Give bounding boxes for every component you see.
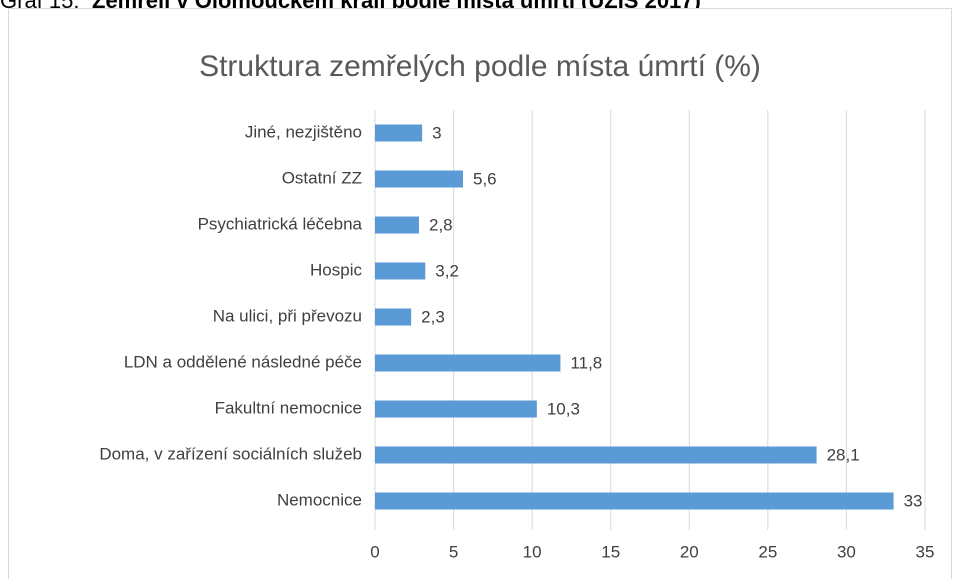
data-label: 3 bbox=[432, 123, 441, 142]
data-label: 11,8 bbox=[570, 353, 602, 372]
bar bbox=[375, 262, 426, 280]
bar bbox=[375, 170, 463, 188]
x-tick-label: 25 bbox=[758, 542, 777, 561]
bar bbox=[375, 124, 423, 142]
bar bbox=[375, 216, 419, 234]
x-tick-label: 30 bbox=[837, 542, 856, 561]
x-tick-label: 5 bbox=[449, 542, 458, 561]
bar bbox=[375, 492, 894, 510]
chart-title: Struktura zemřelých podle místa úmrtí (%… bbox=[199, 50, 761, 83]
bar bbox=[375, 354, 561, 372]
y-tick-label: Nemocnice bbox=[277, 490, 362, 509]
x-tick-label: 0 bbox=[370, 542, 379, 561]
y-tick-label: Na ulici, při převozu bbox=[213, 306, 362, 325]
data-label: 10,3 bbox=[547, 399, 580, 418]
data-label: 2,3 bbox=[421, 307, 445, 326]
bar bbox=[375, 400, 537, 418]
y-tick-label: Hospic bbox=[310, 260, 362, 279]
data-label: 28,1 bbox=[827, 445, 860, 464]
data-label: 5,6 bbox=[473, 169, 497, 188]
x-tick-label: 35 bbox=[916, 542, 935, 561]
x-tick-label: 20 bbox=[680, 542, 699, 561]
data-label: 33 bbox=[904, 491, 923, 510]
y-tick-label: Psychiatrická léčebna bbox=[198, 214, 363, 233]
y-tick-label: Jiné, nezjištěno bbox=[245, 122, 362, 141]
data-label: 2,8 bbox=[429, 215, 453, 234]
y-tick-label: LDN a oddělené následné péče bbox=[124, 352, 362, 371]
chart-frame bbox=[8, 8, 952, 579]
bar bbox=[375, 308, 412, 326]
y-tick-label: Doma, v zařízení sociálních služeb bbox=[99, 444, 362, 463]
y-tick-label: Fakultní nemocnice bbox=[215, 398, 362, 417]
bar bbox=[375, 446, 817, 464]
data-label: 3,2 bbox=[435, 261, 459, 280]
y-tick-label: Ostatní ZZ bbox=[282, 168, 362, 187]
x-tick-label: 10 bbox=[523, 542, 542, 561]
x-tick-label: 15 bbox=[601, 542, 620, 561]
